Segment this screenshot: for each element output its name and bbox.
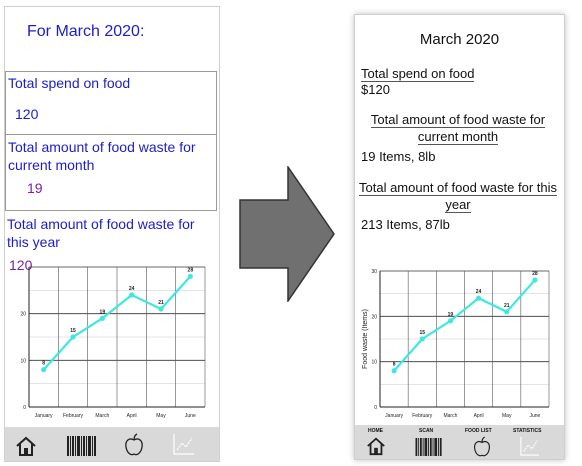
x-tick-label: June	[529, 413, 540, 419]
chart-icon[interactable]	[520, 436, 540, 456]
right-arrow-icon	[239, 166, 335, 302]
apple-icon[interactable]	[472, 436, 492, 458]
data-label: 19	[448, 312, 454, 318]
data-point	[70, 334, 76, 340]
spend-card: Total spend on food 120	[5, 71, 217, 135]
data-label: 21	[158, 300, 164, 306]
x-tick-label: May	[156, 413, 166, 419]
series-line	[42, 275, 192, 371]
home-icon[interactable]	[366, 436, 386, 456]
data-point	[532, 277, 538, 283]
y-axis-label: Food waste (Items)	[362, 309, 369, 369]
waste-year-value: 120	[9, 257, 33, 273]
data-label: 15	[70, 328, 76, 334]
nav-scan-label: SCAN	[419, 428, 434, 434]
barcode-icon[interactable]	[67, 436, 97, 456]
data-label: 21	[504, 303, 510, 309]
data-label: 28	[188, 267, 194, 273]
data-point	[41, 367, 47, 373]
data-label: 28	[532, 271, 538, 277]
nav-home-label: HOME	[368, 428, 383, 434]
y-tick-label: 10	[20, 358, 26, 364]
x-tick-label: February	[412, 413, 433, 419]
data-point	[475, 295, 482, 301]
old-design-screen: For March 2020: Total spend on food 120 …	[4, 6, 220, 462]
y-tick-label: 0	[23, 405, 26, 411]
spend-label-text: Total spend on food	[361, 66, 475, 82]
data-label: 8	[393, 362, 396, 368]
data-point	[99, 315, 105, 321]
waste-month-value: 19 Items, 8lb	[361, 149, 436, 164]
x-tick-label: January	[385, 413, 403, 419]
x-tick-label: February	[63, 413, 84, 419]
barcode-icon[interactable]	[414, 438, 444, 456]
waste-month-label: Total amount of food waste for current m…	[8, 139, 196, 173]
data-label: 24	[476, 289, 482, 295]
y-tick-label: 20	[20, 312, 26, 318]
x-tick-label: June	[185, 413, 196, 419]
waste-month-card: Total amount of food waste for current m…	[5, 134, 217, 211]
x-tick-label: May	[502, 413, 512, 419]
waste-year-value: 213 Items, 87lb	[361, 217, 450, 232]
x-tick-label: April	[127, 413, 137, 419]
nav-food-list-label: FOOD LIST	[465, 428, 492, 434]
waste-line-chart: 0 10 20 January February March April May June 8 15…	[20, 266, 206, 419]
data-point	[391, 368, 397, 374]
data-point	[158, 306, 164, 312]
y-tick-label: 10	[371, 360, 377, 366]
y-tick-label: 0	[374, 405, 377, 411]
page-title: March 2020	[419, 31, 500, 48]
data-point	[447, 318, 454, 324]
data-point	[504, 309, 510, 315]
x-tick-label: March	[443, 413, 457, 419]
chart-icon[interactable]	[173, 433, 195, 455]
data-point	[129, 292, 135, 298]
spend-label: Total spend on food	[361, 65, 561, 82]
y-tick-label: 20	[371, 314, 377, 320]
waste-line-chart: 0 10 20 30 January February March April May June F…	[362, 269, 550, 419]
spend-label: Total spend on food	[8, 75, 131, 91]
waste-month-label-text: Total amount of food waste for current m…	[370, 112, 546, 145]
x-tick-label: April	[474, 413, 484, 419]
new-design-screen: March 2020 Total spend on food $120 Tota…	[354, 14, 565, 460]
waste-year-label-text: Total amount of food waste for this year	[359, 180, 557, 213]
series-line	[393, 279, 536, 372]
waste-month-label: Total amount of food waste for current m…	[359, 111, 557, 145]
spend-value: $120	[361, 82, 390, 97]
bottom-nav	[5, 427, 219, 461]
home-icon[interactable]	[15, 435, 37, 457]
data-label: 19	[100, 309, 106, 315]
spend-value: 120	[15, 106, 39, 122]
apple-icon[interactable]	[123, 433, 145, 457]
x-tick-label: March	[95, 413, 109, 419]
nav-statistics-label: STATISTICS	[513, 428, 542, 434]
data-point	[187, 273, 193, 279]
data-label: 8	[42, 361, 45, 367]
waste-month-value: 19	[27, 180, 43, 196]
data-label: 24	[129, 286, 135, 292]
y-tick-label: 30	[371, 269, 377, 275]
x-tick-label: January	[35, 413, 53, 419]
page-title: For March 2020:	[27, 23, 145, 40]
data-label: 15	[419, 330, 425, 336]
bottom-nav: HOME SCAN FOOD LIST STATISTICS	[355, 425, 564, 459]
waste-year-label: Total amount of food waste for this year	[359, 179, 557, 213]
data-point	[419, 336, 425, 342]
waste-year-label: Total amount of food waste for this year	[7, 216, 195, 250]
